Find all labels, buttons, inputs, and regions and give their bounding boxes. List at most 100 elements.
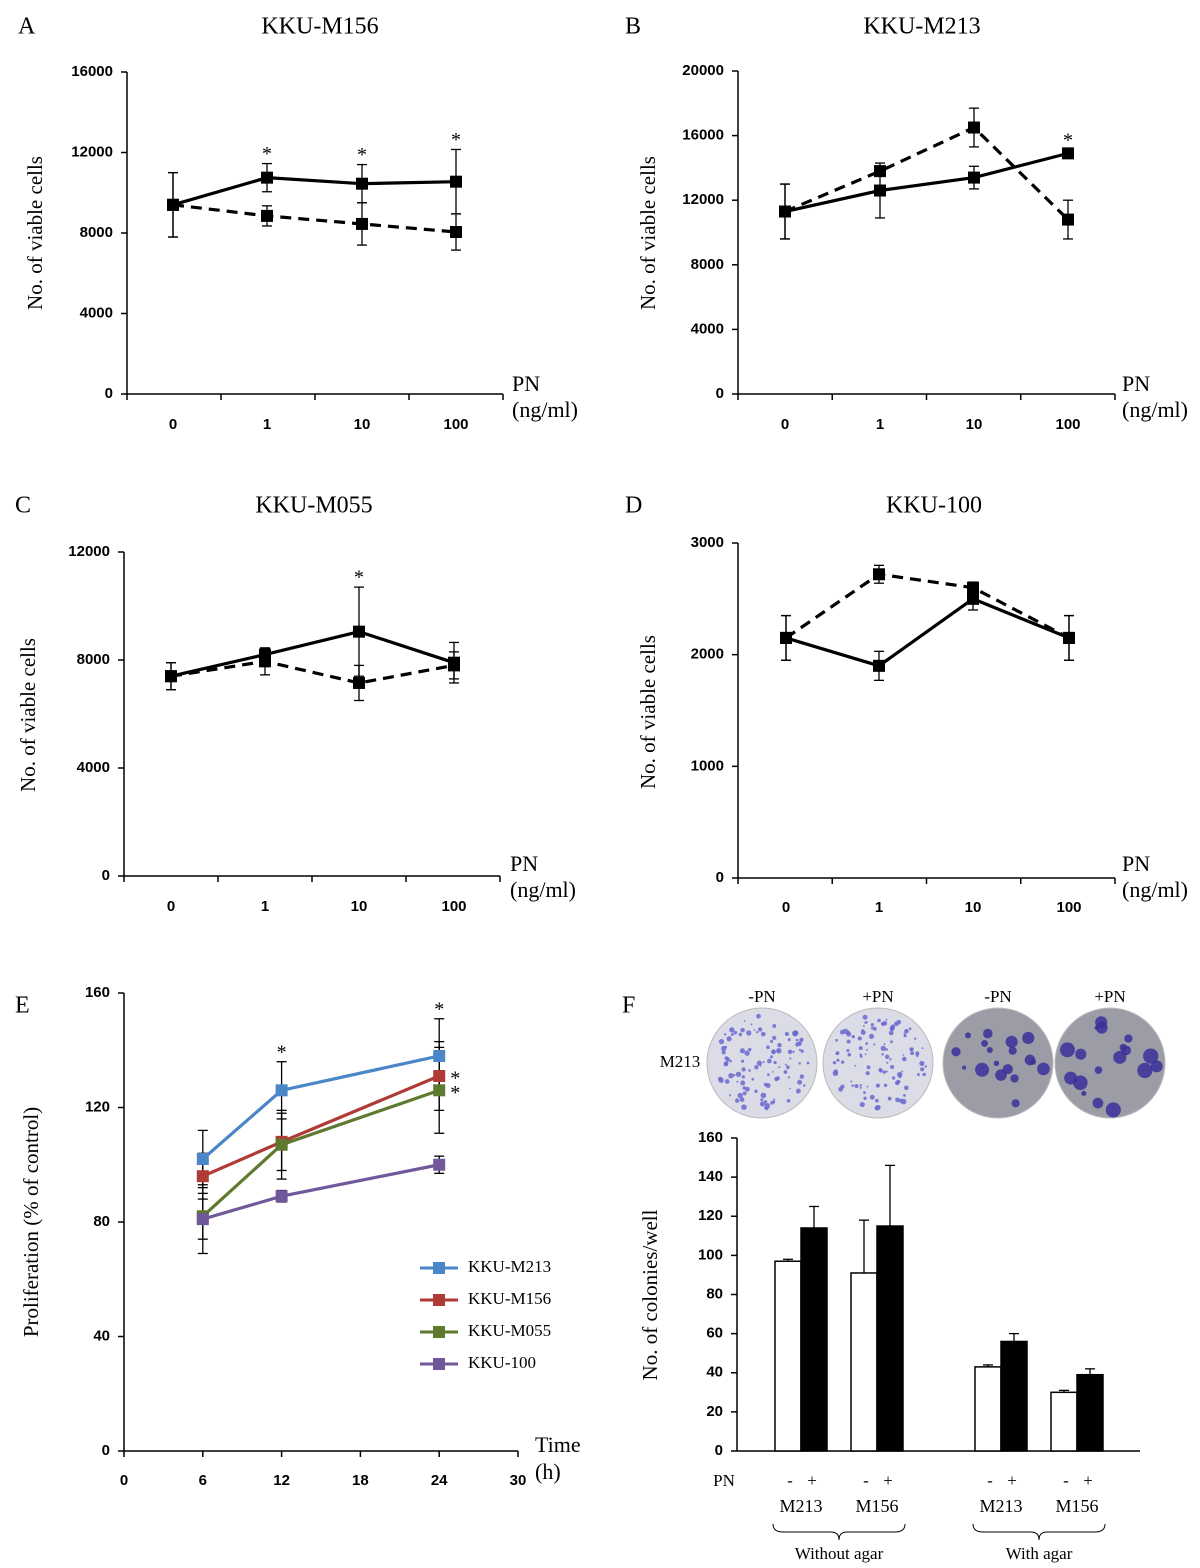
colony [875,1083,880,1088]
colony [759,1101,766,1107]
data-point [448,659,460,672]
panel-letter: F [622,993,635,1019]
x-axis-label: Time [535,1432,581,1457]
colony [902,1056,907,1062]
x-tick-label: 100 [1056,899,1081,916]
colony [743,1020,746,1022]
colony [888,1030,894,1036]
colony [862,1014,868,1020]
colony [765,1083,771,1088]
x-axis-label: (ng/ml) [512,397,578,422]
pn-sign: + [1007,1471,1017,1490]
bar [850,1272,878,1452]
colony [797,1041,802,1046]
colony [734,1098,740,1103]
y-tick-label: 120 [85,1098,110,1115]
colony [772,1098,776,1101]
colony [741,1075,745,1079]
colony [733,1073,736,1077]
x-tick-label: 10 [965,899,982,916]
y-tick-label: 40 [706,1364,723,1381]
x-tick-label: 0 [120,1472,128,1489]
colony [854,1084,859,1089]
significance-mark: * [354,567,364,589]
colony [903,1094,906,1097]
data-point [968,171,980,184]
colony [740,1059,745,1063]
colony [787,1076,791,1079]
group-label: Without agar [795,1544,884,1563]
data-point [353,625,365,638]
plate-label: -PN [984,987,1011,1006]
category-label: M156 [1055,1496,1098,1516]
colony [762,1061,765,1064]
data-point [433,1158,446,1171]
y-tick-label: 3000 [691,534,724,551]
colony [798,1062,801,1065]
colony [1092,1097,1104,1109]
colony [863,1096,867,1100]
pn-sign: + [807,1471,817,1490]
colony [870,1023,874,1027]
colony [745,1086,750,1092]
colony [924,1065,927,1068]
colony [850,1080,853,1083]
colony [865,1071,870,1076]
colony [756,1013,761,1019]
colony [800,1049,804,1053]
y-tick-label: 8000 [80,224,113,241]
colony [760,1098,764,1102]
colony [890,1064,895,1070]
data-point [433,1070,446,1083]
plate-row-label: M213 [660,1052,701,1071]
series-line [201,1088,440,1218]
significance-mark: * [450,1082,460,1104]
data-point [1062,147,1074,160]
series-line [172,203,457,234]
data-point [874,165,886,178]
colony [728,1072,734,1079]
colony [759,1065,762,1067]
colony [724,1056,729,1060]
colony [832,1070,839,1077]
colony [847,1032,850,1035]
chart-title: KKU-100 [886,493,982,519]
data-point [275,1084,288,1097]
colony [718,1038,725,1045]
colony [885,1048,888,1051]
data-point [433,1084,446,1097]
colony [787,1038,791,1042]
x-axis-label: (h) [535,1459,561,1484]
data-point [259,655,271,668]
x-axis-label: PN [510,851,538,876]
y-axis-label: No. of viable cells [16,638,40,792]
colony [772,1035,777,1041]
x-tick-label: 10 [351,898,368,915]
colony [1005,1035,1018,1048]
colony [736,1080,739,1083]
data-point [275,1138,288,1151]
colony [1095,1021,1108,1034]
bar [800,1227,828,1452]
colony [783,1070,788,1074]
panel-letter: A [18,14,36,40]
colony [799,1074,805,1079]
y-axis-label: Proliferation (% of control) [19,1107,43,1337]
colony [718,1076,722,1081]
y-tick-label: 40 [93,1327,110,1344]
colony [792,1030,798,1037]
colony [750,1023,753,1026]
x-axis-label: PN [1122,851,1150,876]
data-point [196,1153,209,1166]
colony [739,1048,746,1054]
chart-title: KKU-M156 [261,14,378,40]
colony [806,1061,810,1065]
colony [741,1104,747,1110]
colony [729,1027,735,1033]
y-axis-label: No. of viable cells [23,156,47,310]
colony [873,1043,876,1046]
colony [772,1023,777,1028]
significance-mark: * [277,1041,287,1063]
colony [1059,1042,1075,1058]
colony [917,1073,920,1077]
